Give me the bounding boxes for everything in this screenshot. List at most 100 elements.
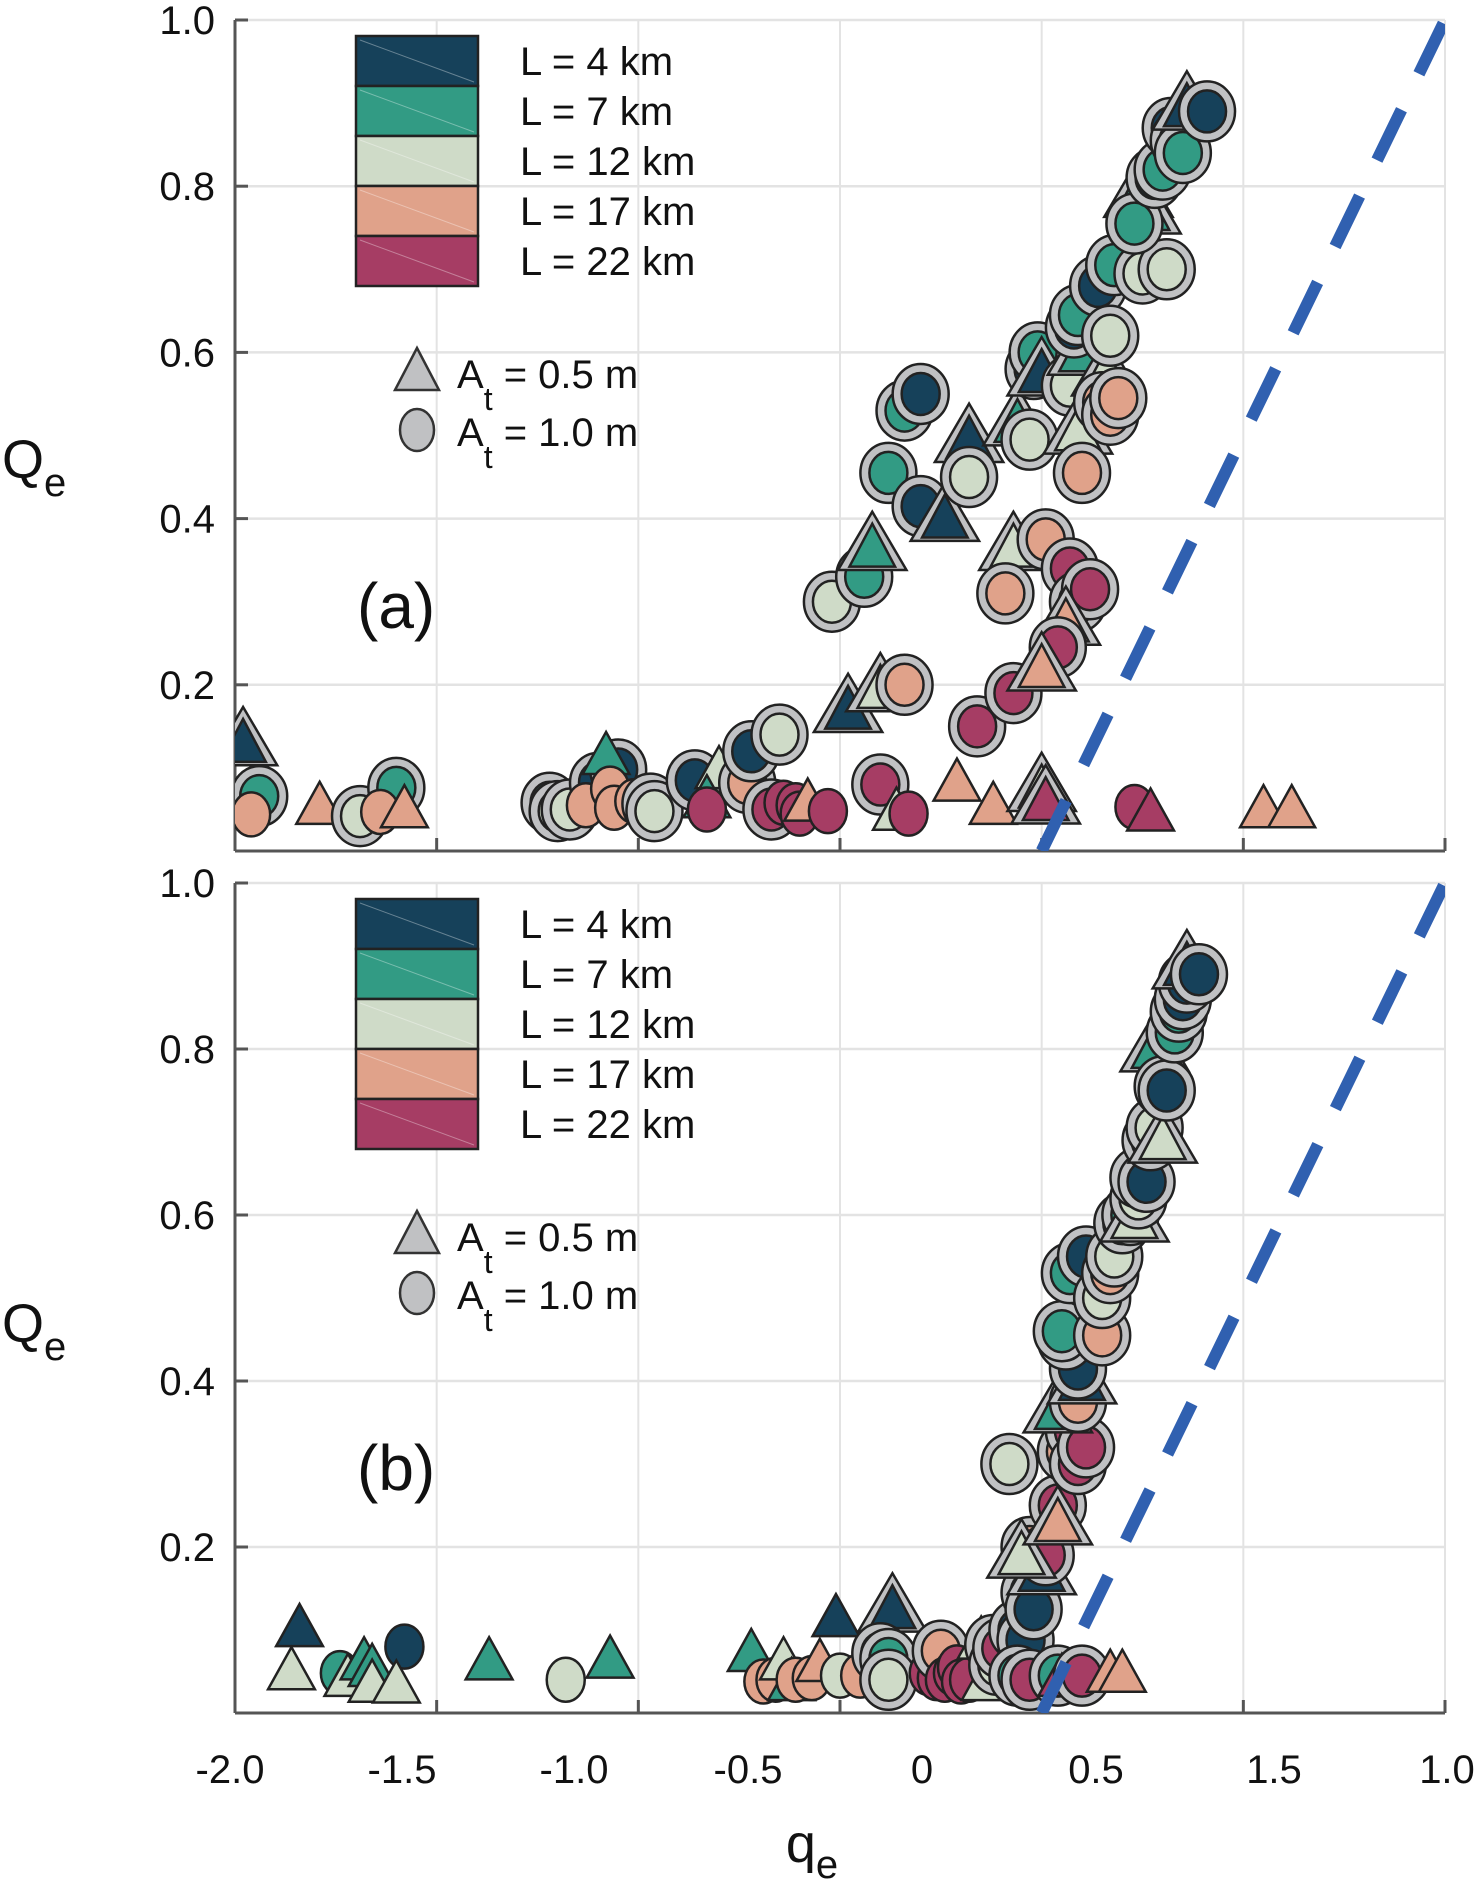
legend-swatch-L22 xyxy=(354,1097,480,1151)
reference-dashed-line xyxy=(1036,18,1445,851)
marker-core xyxy=(888,790,929,837)
y-tick-label: 0.6 xyxy=(159,331,215,375)
data-point-circle xyxy=(980,1432,1039,1496)
legend-swatch-hatch xyxy=(359,952,475,996)
marker-core xyxy=(1146,247,1187,292)
marker-core xyxy=(860,762,901,807)
y-tick-label: 0.8 xyxy=(159,1028,215,1072)
legend-circle-icon xyxy=(398,1270,436,1316)
marker-core xyxy=(1146,1068,1187,1113)
y-axis-title-sub: e xyxy=(44,1325,66,1369)
data-point-triangle xyxy=(584,1632,636,1679)
data-point-circle xyxy=(1137,1059,1196,1122)
legend-swatch-L7 xyxy=(354,947,480,1001)
marker-core xyxy=(235,791,272,838)
y-tick-label: 0.4 xyxy=(159,498,215,542)
marker-core xyxy=(584,1632,636,1679)
data-point-circle xyxy=(686,786,728,833)
legend-swatch-L7 xyxy=(354,84,480,138)
data-point-triangle xyxy=(1096,1647,1148,1694)
data-point-circle xyxy=(545,1656,586,1704)
y-axis-title-sub: e xyxy=(44,461,66,505)
data-point-circle xyxy=(1105,192,1164,255)
legend-shape-label: At = 1.0 m xyxy=(457,1274,638,1338)
data-point-triangle xyxy=(835,509,909,572)
data-point-triangle xyxy=(1005,629,1079,692)
marker-core xyxy=(1114,201,1155,246)
legend-label: L = 7 km xyxy=(520,953,673,997)
marker-core xyxy=(463,1634,515,1681)
marker-core xyxy=(378,782,430,829)
data-point-triangle xyxy=(856,1570,929,1633)
legend-swatch-L22 xyxy=(354,234,480,288)
data-point-triangle xyxy=(265,1644,317,1691)
data-point-circle xyxy=(939,445,999,509)
data-point-triangle xyxy=(1266,782,1318,829)
data-point-circle xyxy=(1089,366,1148,430)
data-layer xyxy=(265,881,1445,1713)
x-tick-label: 1.0 xyxy=(1419,1748,1475,1792)
legend-swatch-L12 xyxy=(354,134,480,188)
legend-label: L = 12 km xyxy=(520,140,695,184)
data-point-circle xyxy=(1000,408,1059,471)
legend-triangle-icon xyxy=(392,345,442,392)
marker-core xyxy=(1016,641,1067,689)
y-axis-title: Qe xyxy=(2,1294,66,1369)
data-point-circle xyxy=(807,787,849,835)
legend-label: L = 22 km xyxy=(520,1103,695,1147)
marker-core xyxy=(900,371,941,417)
legend-label: L = 17 km xyxy=(520,190,695,234)
data-point-circle xyxy=(891,362,950,426)
legend-swatch-hatch xyxy=(359,189,475,233)
marker-core xyxy=(868,1657,909,1703)
y-tick-label: 0.2 xyxy=(159,664,215,708)
marker-core xyxy=(948,454,990,500)
legend-swatch-hatch xyxy=(359,239,475,283)
legend-swatch-hatch xyxy=(359,89,475,133)
marker-core xyxy=(1178,952,1220,997)
data-point-circle xyxy=(1080,304,1140,368)
marker-core xyxy=(884,662,925,708)
legend: L = 4 km L = 7 km L = 12 km L = 17 km L = 22… xyxy=(354,34,695,475)
marker-core xyxy=(1266,782,1318,829)
marker-core xyxy=(847,521,898,568)
y-tick-label: 0.6 xyxy=(159,1194,215,1238)
x-axis-title: qe xyxy=(786,1814,838,1885)
legend-swatch-hatch xyxy=(359,139,475,183)
data-point-circle xyxy=(888,790,929,837)
data-point-triangle xyxy=(931,755,983,802)
marker-core xyxy=(1096,1647,1148,1694)
legend-swatch-hatch xyxy=(359,1052,475,1096)
marker-core xyxy=(996,1528,1047,1576)
data-point-triangle xyxy=(370,1657,422,1704)
data-point-circle xyxy=(384,1623,425,1670)
marker-core xyxy=(370,1657,422,1704)
legend-shape-label: At = 0.5 m xyxy=(457,1216,638,1280)
y-tick-label: 0.2 xyxy=(159,1526,215,1570)
data-point-triangle xyxy=(274,1601,326,1648)
data-point-circle xyxy=(875,653,934,717)
data-point-triangle xyxy=(908,480,982,543)
marker-core xyxy=(919,491,970,539)
x-tick-label: -2.0 xyxy=(196,1748,265,1792)
legend-swatch-L17 xyxy=(354,184,480,238)
marker-core xyxy=(1125,785,1177,832)
data-point-circle xyxy=(235,791,272,838)
marker-core xyxy=(868,450,909,496)
data-point-triangle xyxy=(1125,785,1177,832)
data-layer xyxy=(235,18,1445,851)
panel-label: (a) xyxy=(357,570,435,642)
legend: L = 4 km L = 7 km L = 12 km L = 17 km L = 22… xyxy=(354,897,695,1338)
reference-dashed-line xyxy=(1036,881,1445,1713)
data-point-triangle xyxy=(967,779,1019,826)
y-axis-title-main: Q xyxy=(2,430,44,490)
data-point-triangle xyxy=(932,401,1006,464)
data-point-triangle xyxy=(985,1516,1058,1579)
marker-core xyxy=(545,1656,586,1704)
y-axis-title-main: Q xyxy=(2,1294,44,1354)
marker-core xyxy=(989,1441,1030,1487)
panel-label: (b) xyxy=(357,1432,435,1504)
x-tick-label: 0.5 xyxy=(1068,1748,1124,1792)
legend-label: L = 22 km xyxy=(520,240,695,284)
y-tick-label: 0.4 xyxy=(159,1360,215,1404)
